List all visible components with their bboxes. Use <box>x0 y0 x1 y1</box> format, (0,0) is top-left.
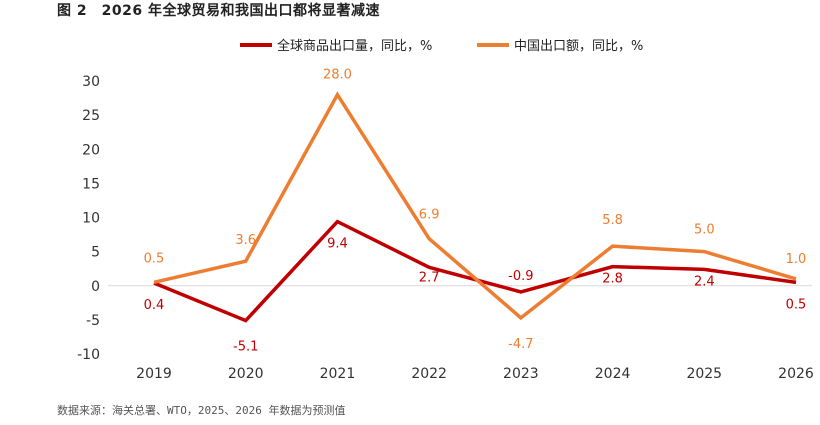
data-label-china-exports: 5.0 <box>694 223 715 238</box>
y-tick-label: 15 <box>82 176 100 192</box>
data-label-global-exports: 2.4 <box>694 274 715 289</box>
line-chart: 全球商品出口量，同比，% 中国出口额，同比，% 30 25 20 15 10 5 0 -5 -10… <box>77 38 814 382</box>
x-tick-label: 2026 <box>778 366 814 382</box>
series-line-china-exports <box>153 91 797 321</box>
y-tick-label: 0 <box>91 279 100 295</box>
x-tick-label: 2021 <box>320 366 356 382</box>
x-axis: 2019 2020 2021 2022 2023 2024 2025 2026 <box>136 366 814 382</box>
x-tick-label: 2024 <box>595 366 631 382</box>
data-label-china-exports: 6.9 <box>419 208 440 223</box>
source-note: 数据来源：海关总署、WTO，2025、2026 年数据为预测值 <box>57 404 346 417</box>
x-tick-label: 2019 <box>136 366 172 382</box>
x-tick-label: 2023 <box>503 366 539 382</box>
y-tick-label: 20 <box>82 142 100 158</box>
y-tick-label: 10 <box>82 211 100 227</box>
legend: 全球商品出口量，同比，% 中国出口额，同比，% <box>240 38 643 54</box>
data-label-china-exports: 3.6 <box>235 233 256 248</box>
data-label-global-exports: 9.4 <box>327 237 348 252</box>
data-label-global-exports: 0.5 <box>786 297 807 312</box>
data-label-global-exports: 0.4 <box>144 298 165 313</box>
data-label-china-exports: 1.0 <box>786 252 807 267</box>
legend-label: 中国出口额，同比，% <box>514 39 643 54</box>
x-tick-label: 2025 <box>686 366 722 382</box>
y-tick-label: 5 <box>91 245 100 261</box>
y-tick-label: -10 <box>77 347 100 363</box>
y-tick-label: 25 <box>82 108 100 124</box>
y-tick-label: 30 <box>82 74 100 90</box>
data-label-china-exports: -4.7 <box>508 337 533 352</box>
data-label-global-exports: -5.1 <box>233 340 258 355</box>
x-tick-label: 2022 <box>411 366 447 382</box>
series-group <box>153 91 797 323</box>
x-tick-label: 2020 <box>228 366 264 382</box>
data-label-china-exports: 28.0 <box>323 68 352 83</box>
data-label-china-exports: 5.8 <box>602 213 623 228</box>
legend-label: 全球商品出口量，同比，% <box>277 38 432 54</box>
y-axis: 30 25 20 15 10 5 0 -5 -10 <box>77 74 100 363</box>
data-labels: 0.4 -5.1 9.4 2.7 -0.9 2.8 2.4 0.5 0.5 3.6 28.0 6.9 -… <box>144 68 807 355</box>
data-label-global-exports: 2.8 <box>602 272 623 287</box>
y-tick-label: -5 <box>86 313 100 329</box>
data-label-global-exports: -0.9 <box>508 269 533 284</box>
data-label-china-exports: 0.5 <box>144 251 165 266</box>
data-label-global-exports: 2.7 <box>419 270 440 285</box>
chart-title: 图 2 2026 年全球贸易和我国出口都将显著减速 <box>57 3 380 19</box>
